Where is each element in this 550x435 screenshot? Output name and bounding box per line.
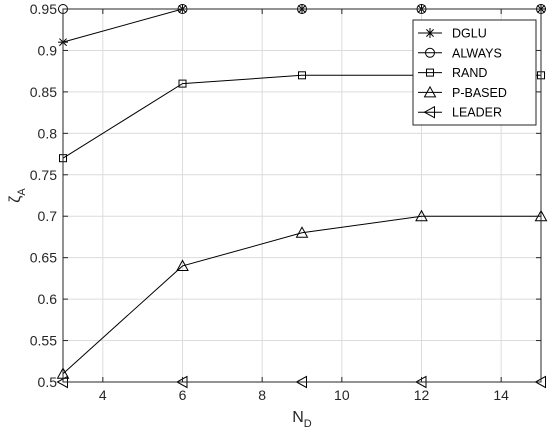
y-tick-label: 0.8 — [38, 125, 58, 141]
series-line-p-based — [62, 215, 541, 375]
asterisk-marker — [425, 28, 435, 38]
y-tick-label: 0.7 — [38, 208, 58, 224]
x-tick-label: 8 — [258, 387, 266, 403]
x-tick-label: 6 — [179, 387, 187, 403]
legend-label: RAND — [452, 66, 487, 80]
legend-item-always: ALWAYS — [418, 46, 502, 60]
plot-frame — [62, 8, 542, 383]
legend-label: ALWAYS — [452, 46, 502, 60]
series-p-based — [56, 209, 548, 379]
ticks — [63, 8, 541, 383]
legend-item-p-based: P-BASED — [418, 85, 507, 100]
x-tick-label: 10 — [334, 387, 350, 403]
triangle-up-marker — [423, 85, 437, 98]
triangle-up-marker — [295, 226, 309, 238]
legend-item-rand: RAND — [418, 66, 487, 80]
y-tick-label: 0.5 — [38, 374, 58, 390]
legend-label: P-BASED — [452, 86, 507, 100]
y-tick-label: 0.85 — [30, 84, 57, 100]
legend-label: DGLU — [452, 27, 487, 41]
y-tick-label: 0.9 — [38, 42, 58, 58]
legend: DGLU ALWAYS RAND P-BASED LEADER — [412, 19, 537, 126]
triangle-left-marker — [423, 105, 435, 119]
y-tick-label: 0.75 — [30, 167, 57, 183]
x-tick-label: 4 — [99, 387, 107, 403]
square-marker — [298, 71, 306, 80]
y-tick-label: 0.95 — [30, 1, 57, 17]
triangle-up-marker — [176, 259, 189, 271]
x-tick-label: 12 — [414, 387, 430, 403]
legend-label: LEADER — [452, 106, 502, 120]
y-axis-label: ζA — [7, 188, 28, 203]
square-marker — [426, 68, 434, 77]
y-tick-label: 0.55 — [30, 333, 57, 349]
y-tick-label: 0.6 — [38, 291, 58, 307]
circle-marker — [425, 47, 435, 58]
square-marker — [178, 79, 187, 88]
y-tick-label: 0.65 — [30, 250, 57, 266]
tick-labels: 4 6 8 10 12 14 0.5 0.55 0.6 0.65 0.7 0.75 0.8 0.85 0.9… — [30, 1, 509, 403]
triangle-up-marker — [415, 209, 428, 222]
x-tick-label: 14 — [493, 387, 509, 403]
legend-item-dglu: DGLU — [418, 27, 487, 41]
legend-item-leader: LEADER — [418, 106, 502, 120]
x-axis-label: ND — [292, 409, 312, 430]
